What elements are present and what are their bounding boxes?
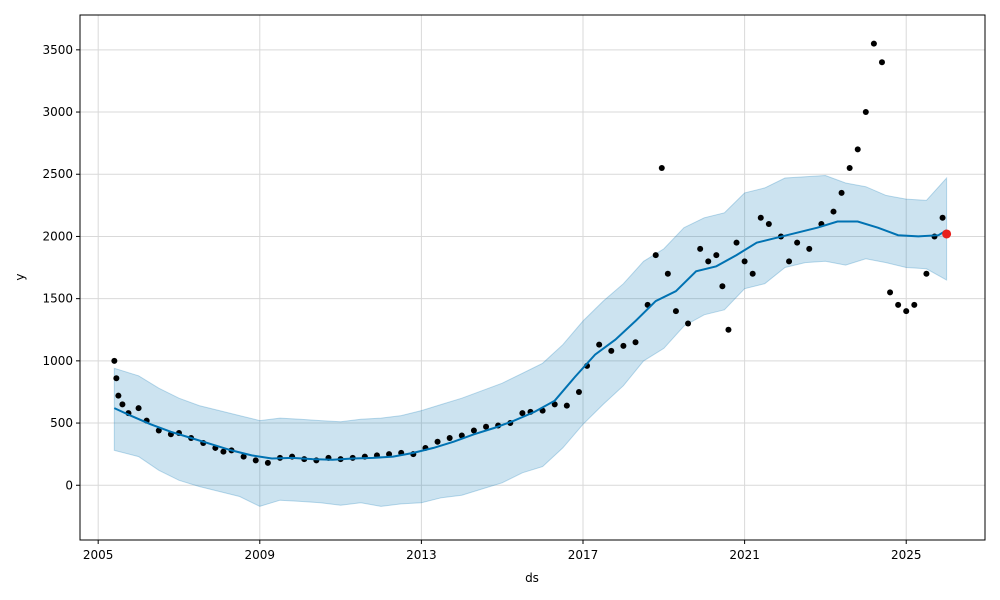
observed-point <box>596 341 603 348</box>
observed-point <box>220 448 227 455</box>
x-axis-label: ds <box>525 571 539 585</box>
y-tick-label: 2000 <box>42 229 73 243</box>
observed-point <box>632 339 639 346</box>
observed-point <box>903 308 910 315</box>
y-axis-label: y <box>13 273 27 280</box>
observed-points <box>111 40 946 466</box>
y-tick-label: 1000 <box>42 354 73 368</box>
x-tick-label: 2005 <box>83 548 114 562</box>
y-axis-ticks: 0 500 1000 1500 2000 2500 3000 3500 <box>42 43 80 492</box>
observed-point <box>749 270 756 277</box>
observed-point <box>794 239 801 246</box>
y-tick-label: 0 <box>65 478 73 492</box>
observed-point <box>870 40 877 47</box>
x-tick-label: 2009 <box>245 548 276 562</box>
observed-point <box>652 252 659 259</box>
forecast-highlight <box>942 229 952 239</box>
observed-point <box>838 189 845 196</box>
observed-point <box>155 427 162 434</box>
observed-point <box>458 432 465 439</box>
observed-point <box>923 270 930 277</box>
observed-point <box>113 375 120 382</box>
observed-point <box>551 401 558 408</box>
observed-point <box>854 146 861 153</box>
observed-point <box>111 357 118 364</box>
x-axis-ticks: 2005 2009 2013 2017 2021 2025 <box>83 540 922 562</box>
observed-point <box>620 342 627 349</box>
observed-point <box>658 165 665 172</box>
observed-point <box>119 401 126 408</box>
observed-point <box>563 402 570 409</box>
observed-point <box>264 459 271 466</box>
observed-point <box>939 214 946 221</box>
grid <box>80 15 985 540</box>
observed-point <box>705 258 712 265</box>
observed-point <box>664 270 671 277</box>
y-tick-label: 500 <box>50 416 73 430</box>
observed-point <box>733 239 740 246</box>
observed-point <box>575 388 582 395</box>
observed-point <box>862 109 869 116</box>
y-tick-label: 3500 <box>42 43 73 57</box>
x-tick-label: 2013 <box>406 548 437 562</box>
uncertainty-band <box>113 174 948 507</box>
observed-point <box>830 208 837 215</box>
observed-point <box>697 245 704 252</box>
observed-point <box>765 221 772 228</box>
observed-point <box>135 405 142 412</box>
plot-area-frame <box>79 14 986 541</box>
x-tick-label: 2021 <box>729 548 760 562</box>
observed-point <box>386 451 393 458</box>
observed-point <box>741 258 748 265</box>
y-tick-label: 1500 <box>42 292 73 306</box>
observed-point <box>240 453 247 460</box>
observed-point <box>719 283 726 290</box>
observed-point <box>911 301 918 308</box>
observed-point <box>887 289 894 296</box>
observed-point <box>608 347 615 354</box>
observed-point <box>672 308 679 315</box>
y-tick-label: 3000 <box>42 105 73 119</box>
observed-point <box>757 214 764 221</box>
observed-point <box>685 320 692 327</box>
x-tick-label: 2025 <box>891 548 922 562</box>
observed-point <box>519 410 526 417</box>
observed-point <box>446 434 453 441</box>
observed-point <box>470 427 477 434</box>
x-tick-label: 2017 <box>568 548 599 562</box>
y-tick-label: 2500 <box>42 167 73 181</box>
observed-point <box>878 59 885 66</box>
observed-point <box>115 392 122 399</box>
observed-point <box>895 301 902 308</box>
observed-point <box>725 326 732 333</box>
observed-point <box>483 423 490 430</box>
uncertainty-band-area <box>113 174 948 507</box>
highlight-point <box>942 229 952 239</box>
observed-point <box>846 165 853 172</box>
observed-point <box>252 457 259 464</box>
observed-point <box>713 252 720 259</box>
observed-point <box>786 258 793 265</box>
forecast-line <box>113 220 948 461</box>
forecast-line-path <box>113 220 948 461</box>
observed-point <box>434 438 441 445</box>
observed-point <box>806 245 813 252</box>
